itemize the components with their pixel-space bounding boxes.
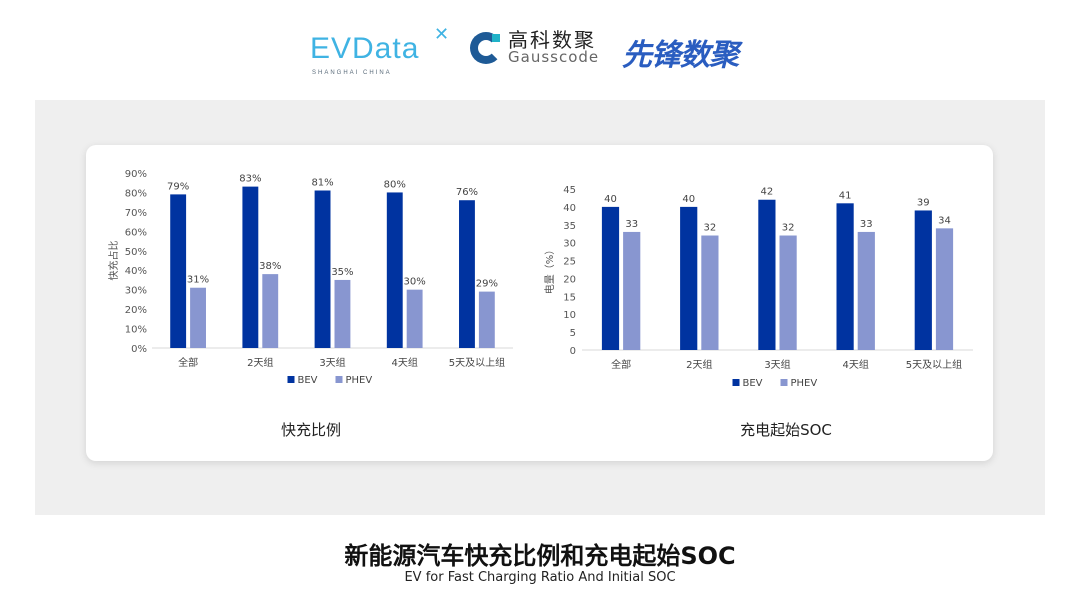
bar-bev: [170, 194, 187, 348]
x-tick-label: 2天组: [686, 358, 712, 371]
y-tick-label: 0: [570, 346, 576, 357]
y-tick-label: 25: [563, 257, 576, 268]
gausscode-logo: 高科数聚 Gausscode: [470, 30, 599, 65]
y-axis-label: 快充占比: [107, 241, 120, 281]
data-label: 40: [604, 194, 617, 205]
gausscode-mark-icon: [470, 31, 502, 64]
data-label: 79%: [167, 181, 189, 192]
y-tick-label: 5: [570, 328, 576, 339]
data-label: 40: [682, 194, 695, 205]
y-axis-label: 电量（%）: [543, 245, 556, 295]
legend-label-phev: PHEV: [346, 375, 373, 386]
y-tick-label: 90%: [125, 169, 147, 180]
bar-bev: [601, 206, 620, 350]
y-tick-label: 0%: [131, 344, 147, 355]
data-label: 33: [625, 219, 638, 230]
page-title: 新能源汽车快充比例和充电起始SOC: [344, 542, 736, 570]
chart-title: 快充比例: [281, 421, 341, 439]
data-label: 83%: [239, 174, 261, 185]
xianfeng-logo: 先锋数聚: [622, 38, 739, 73]
x-tick-label: 2天组: [247, 356, 273, 369]
data-label: 39: [917, 197, 930, 208]
y-tick-label: 35: [563, 221, 576, 232]
gausscode-logo-cn: 高科数聚: [508, 28, 596, 52]
x-tick-label: 4天组: [843, 358, 869, 371]
data-label: 31%: [187, 275, 209, 286]
y-tick-label: 45: [563, 185, 576, 196]
legend-swatch-phev: [335, 376, 343, 383]
y-tick-label: 30: [563, 239, 576, 250]
evdata-logo-subtitle: SHANGHAI CHINA: [312, 70, 392, 76]
y-tick-label: 80%: [125, 188, 147, 199]
bar-bev: [680, 206, 698, 350]
data-label: 30%: [404, 277, 426, 288]
bar-phev: [478, 291, 495, 348]
legend-swatch-phev: [780, 379, 788, 386]
legend-label-phev: PHEV: [791, 378, 818, 389]
x-tick-label: 3天组: [764, 358, 790, 371]
bar-bev: [758, 199, 776, 350]
data-label: 41: [839, 190, 852, 201]
bar-phev: [623, 231, 641, 350]
y-tick-label: 50%: [125, 247, 147, 258]
x-tick-label: 4天组: [392, 356, 418, 369]
x-tick-label: 5天及以上组: [449, 356, 505, 369]
bar-bev: [836, 203, 854, 350]
legend-label-bev: BEV: [743, 378, 763, 389]
y-tick-label: 15: [563, 292, 576, 303]
data-label: 42: [761, 187, 774, 198]
y-tick-label: 30%: [125, 286, 147, 297]
bar-phev: [262, 274, 279, 348]
bar-phev: [190, 287, 206, 348]
data-label: 38%: [259, 261, 281, 272]
bar-phev: [935, 228, 954, 350]
bar-bev: [386, 192, 403, 348]
y-tick-label: 70%: [125, 208, 147, 219]
x-tick-label: 全部: [178, 356, 198, 369]
x-tick-label: 3天组: [319, 356, 345, 369]
logo-bar: EVData ✕ SHANGHAI CHINA 高科数聚 Gausscode 先…: [0, 24, 1080, 76]
bar-bev: [314, 190, 331, 348]
bar-bev: [459, 200, 475, 348]
bar-phev: [701, 235, 719, 350]
y-tick-label: 40%: [125, 266, 147, 277]
evdata-x-icon: ✕: [434, 24, 451, 44]
page-subtitle: EV for Fast Charging Ratio And Initial S…: [404, 570, 676, 585]
data-label: 32: [782, 223, 795, 234]
y-tick-label: 40: [563, 203, 576, 214]
data-label: 34: [938, 215, 951, 226]
evdata-logo-text: EVData: [310, 32, 420, 65]
data-label: 80%: [384, 179, 406, 190]
bar-bev: [242, 186, 259, 348]
bar-phev: [857, 231, 875, 350]
legend-label-bev: BEV: [298, 375, 318, 386]
data-label: 29%: [476, 279, 498, 290]
bar-bev: [914, 210, 932, 350]
bar-phev: [779, 235, 797, 350]
y-tick-label: 20: [563, 274, 576, 285]
data-label: 33: [860, 219, 873, 230]
data-label: 76%: [456, 187, 478, 198]
y-tick-label: 10%: [125, 325, 147, 336]
y-tick-label: 10: [563, 310, 576, 321]
evdata-logo: EVData ✕ SHANGHAI CHINA: [310, 24, 449, 76]
x-tick-label: 全部: [611, 358, 631, 371]
data-label: 81%: [311, 178, 333, 189]
bar-phev: [406, 289, 423, 348]
y-tick-label: 20%: [125, 305, 147, 316]
chart-title: 充电起始SOC: [740, 421, 832, 439]
data-label: 32: [704, 223, 717, 234]
x-tick-label: 5天及以上组: [906, 358, 962, 371]
legend-swatch-bev: [732, 379, 740, 386]
gausscode-logo-en: Gausscode: [508, 48, 600, 66]
legend-swatch-bev: [287, 376, 295, 383]
data-label: 35%: [331, 267, 353, 278]
y-tick-label: 60%: [125, 227, 147, 238]
bar-phev: [334, 279, 351, 348]
